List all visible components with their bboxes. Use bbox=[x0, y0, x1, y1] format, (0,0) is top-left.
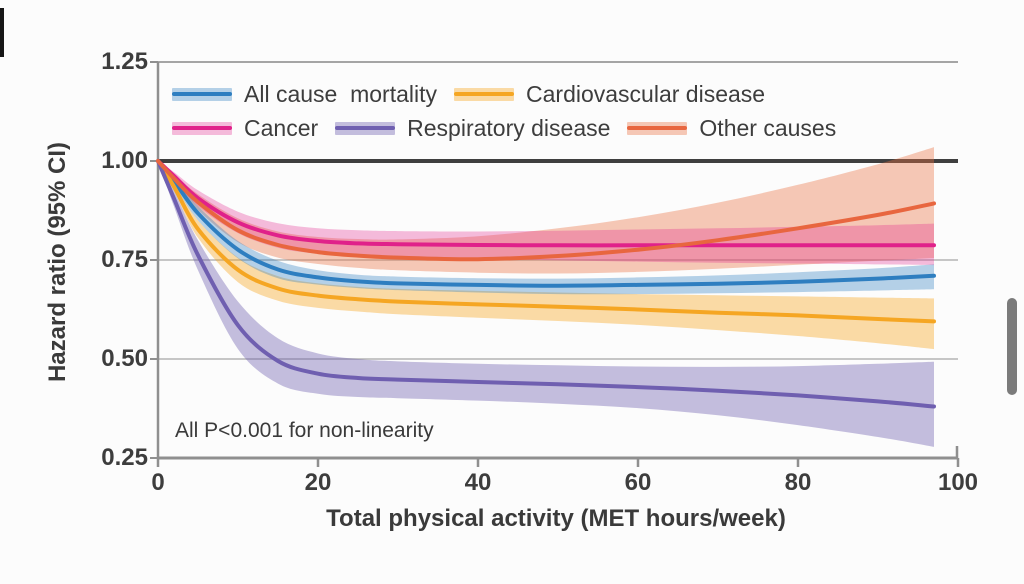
legend-line-respiratory-disease bbox=[335, 126, 396, 130]
series-line-cancer bbox=[156, 159, 936, 248]
legend-item-all-cause-mortality: All cause mortality bbox=[172, 82, 437, 106]
legend-label: Cardiovascular disease bbox=[526, 81, 766, 107]
y-tick-label: 0.75 bbox=[101, 246, 148, 273]
legend-label: Cancer bbox=[244, 115, 319, 141]
series-line-other-causes bbox=[156, 159, 936, 262]
x-tick-label: 40 bbox=[464, 469, 492, 496]
legend-swatch-cancer bbox=[172, 121, 232, 135]
legend-label: All cause mortality bbox=[244, 81, 438, 107]
x-tick-label: 0 bbox=[151, 469, 165, 496]
legend-swatch-other-causes bbox=[627, 121, 688, 135]
text-cursor-mark bbox=[0, 8, 4, 57]
x-tick-label: 100 bbox=[937, 469, 979, 496]
legend-item-cardiovascular-disease: Cardiovascular disease bbox=[454, 82, 765, 106]
legend-line-all-cause-mortality bbox=[172, 92, 232, 96]
legend-swatch-respiratory-disease bbox=[335, 121, 396, 135]
legend-label: Other causes bbox=[699, 115, 837, 141]
legend-swatch-cardiovascular-disease bbox=[454, 87, 515, 101]
legend-item-respiratory-disease: Respiratory disease bbox=[335, 116, 610, 140]
y-tick-label: 1.00 bbox=[101, 147, 148, 174]
x-axis-title: Total physical activity (MET hours/week) bbox=[326, 505, 786, 532]
legend-item-cancer: Cancer bbox=[172, 116, 318, 140]
x-tick-label: 80 bbox=[784, 469, 812, 496]
nonlinearity-annotation: All P<0.001 for non-linearity bbox=[175, 419, 434, 442]
x-tick-label: 20 bbox=[304, 469, 332, 496]
ci-band-respiratory-disease bbox=[158, 161, 934, 447]
series-line-all-cause-mortality bbox=[156, 159, 936, 288]
legend-row: Cancer Respiratory disease Other causes bbox=[172, 116, 836, 140]
ci-band-cardiovascular-disease bbox=[158, 161, 934, 350]
legend-item-other-causes: Other causes bbox=[627, 116, 836, 140]
series-line-respiratory-disease bbox=[156, 159, 936, 409]
y-tick-label: 0.25 bbox=[101, 444, 148, 471]
series-line-cardiovascular-disease bbox=[156, 159, 936, 324]
scrollbar-thumb[interactable] bbox=[1007, 298, 1017, 395]
legend-line-other-causes bbox=[627, 126, 688, 130]
y-tick-label: 0.50 bbox=[101, 345, 148, 372]
legend-line-cancer bbox=[172, 126, 232, 130]
legend-label: Respiratory disease bbox=[407, 115, 611, 141]
legend-swatch-all-cause-mortality bbox=[172, 87, 232, 101]
y-tick-label: 1.25 bbox=[101, 48, 148, 75]
legend-line-cardiovascular-disease bbox=[454, 92, 515, 96]
x-tick-label: 60 bbox=[624, 469, 652, 496]
legend-row: All cause mortality Cardiovascular diseas… bbox=[172, 82, 765, 106]
y-axis-title: Hazard ratio (95% CI) bbox=[44, 141, 71, 383]
